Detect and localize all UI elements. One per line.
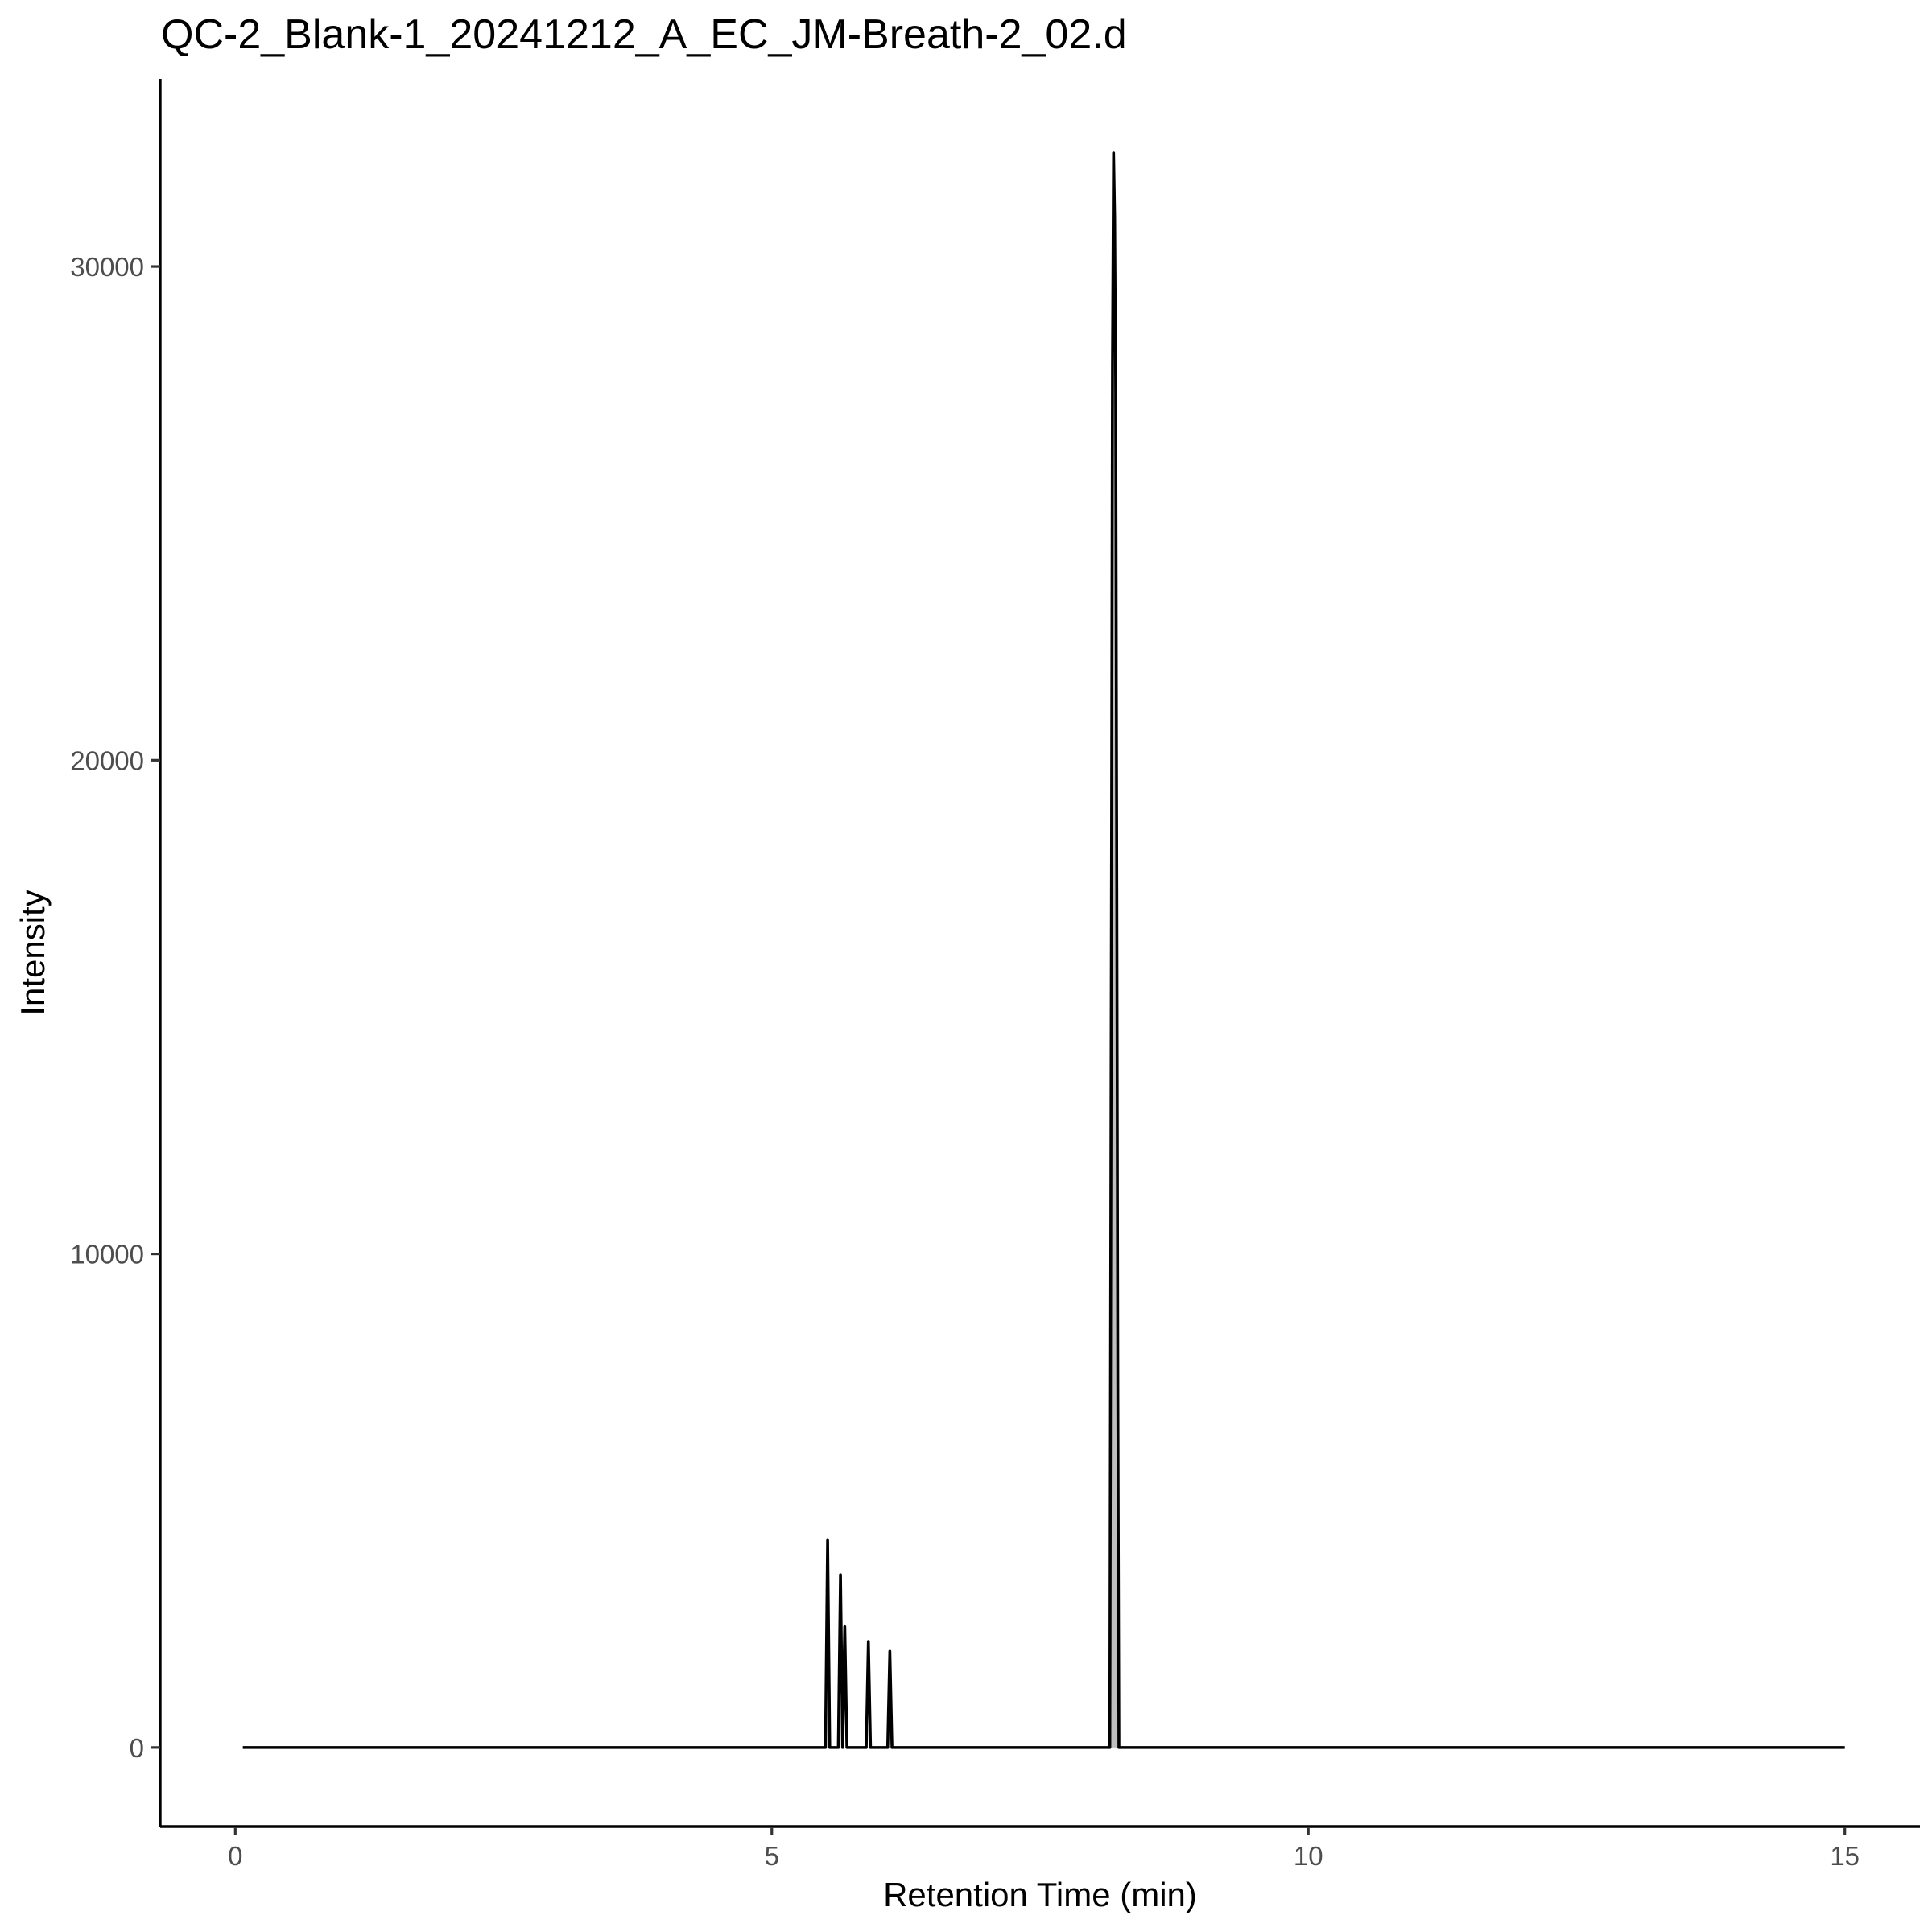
x-axis-ticks: 0 5 10 15: [228, 1827, 1860, 1871]
chart-title: QC-2_Blank-1_20241212_A_EC_JM-Breath-2_0…: [161, 11, 1127, 58]
x-axis-title: Retention Time (min): [883, 1876, 1197, 1913]
x-tick-label: 0: [228, 1841, 242, 1871]
y-axis-title: Intensity: [14, 890, 52, 1015]
x-tick-label: 5: [765, 1841, 779, 1871]
x-tick-label: 10: [1294, 1841, 1323, 1871]
y-tick-label: 10000: [70, 1240, 144, 1269]
plot-area: [242, 151, 1845, 1749]
y-axis-ticks: 0 10000 20000 30000: [70, 252, 160, 1763]
y-tick-label: 0: [130, 1733, 144, 1763]
y-tick-label: 20000: [70, 745, 144, 775]
x-tick-label: 15: [1830, 1841, 1860, 1871]
chromatogram-trace: [242, 151, 1845, 1749]
y-tick-label: 30000: [70, 252, 144, 282]
